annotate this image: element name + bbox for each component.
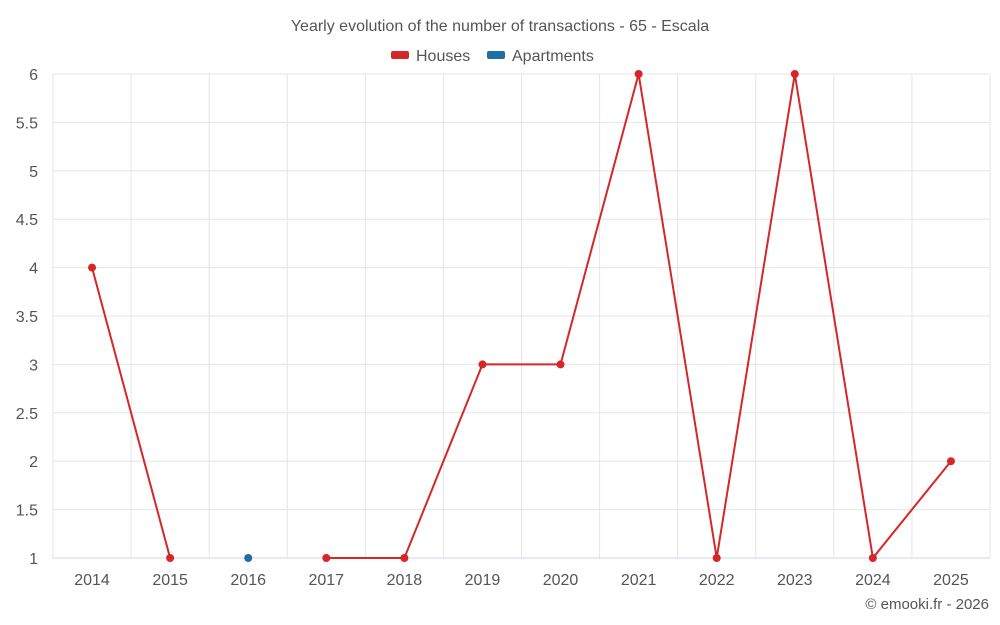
data-point-houses[interactable] [712, 554, 721, 562]
y-tick-label: 2.5 [16, 406, 38, 423]
data-point-houses[interactable] [88, 263, 97, 272]
data-point-houses[interactable] [478, 360, 487, 369]
credit-text[interactable]: © emooki.fr - 2026 [865, 596, 989, 613]
x-tick-label: 2022 [699, 572, 735, 589]
data-point-houses[interactable] [634, 70, 643, 78]
x-tick-label: 2017 [308, 572, 344, 589]
x-tick-label: 2014 [74, 572, 110, 589]
y-tick-label: 2 [29, 454, 38, 471]
x-tick-label: 2020 [543, 572, 579, 589]
x-tick-label: 2021 [621, 572, 657, 589]
y-tick-label: 1 [29, 551, 38, 568]
data-point-houses[interactable] [790, 70, 799, 78]
y-tick-label: 6 [29, 67, 38, 84]
x-tick-label: 2016 [230, 572, 266, 589]
data-point-apartments[interactable] [244, 554, 253, 562]
y-tick-label: 4.5 [16, 212, 38, 229]
legend-label-apartments: Apartments [512, 48, 594, 65]
data-point-houses[interactable] [166, 554, 175, 562]
legend-item-houses[interactable]: Houses [391, 48, 470, 65]
y-tick-label: 3 [29, 357, 38, 374]
series [88, 70, 955, 562]
y-tick-label: 5 [29, 164, 38, 181]
legend-swatch-houses [391, 51, 409, 59]
legend: Houses Apartments [391, 48, 594, 65]
grid [52, 73, 991, 558]
x-tick-label: 2019 [465, 572, 501, 589]
data-point-houses[interactable] [868, 554, 877, 562]
legend-item-apartments[interactable]: Apartments [487, 48, 594, 65]
x-tick-label: 2024 [855, 572, 891, 589]
y-tick-label: 4 [29, 261, 38, 278]
y-axis-ticks: 1 1.5 2 2.5 3 3.5 4 4.5 5 5.5 6 [16, 67, 38, 568]
chart-title: Yearly evolution of the number of transa… [291, 18, 709, 35]
x-axis-ticks: 2014 2015 2016 2017 2018 2019 2020 2021 2022 2023… [74, 572, 969, 589]
data-point-houses[interactable] [556, 360, 565, 369]
y-tick-label: 3.5 [16, 309, 38, 326]
y-tick-label: 1.5 [16, 503, 38, 520]
x-tick-label: 2015 [152, 572, 188, 589]
data-point-houses[interactable] [322, 554, 331, 562]
x-tick-label: 2025 [933, 572, 969, 589]
y-tick-label: 5.5 [16, 115, 38, 132]
data-point-houses[interactable] [946, 457, 955, 466]
series-line-houses [91, 267, 172, 559]
legend-swatch-apartments [487, 51, 505, 59]
x-tick-label: 2023 [777, 572, 813, 589]
x-tick-label: 2018 [387, 572, 423, 589]
data-point-houses[interactable] [400, 554, 409, 562]
legend-label-houses: Houses [416, 48, 470, 65]
